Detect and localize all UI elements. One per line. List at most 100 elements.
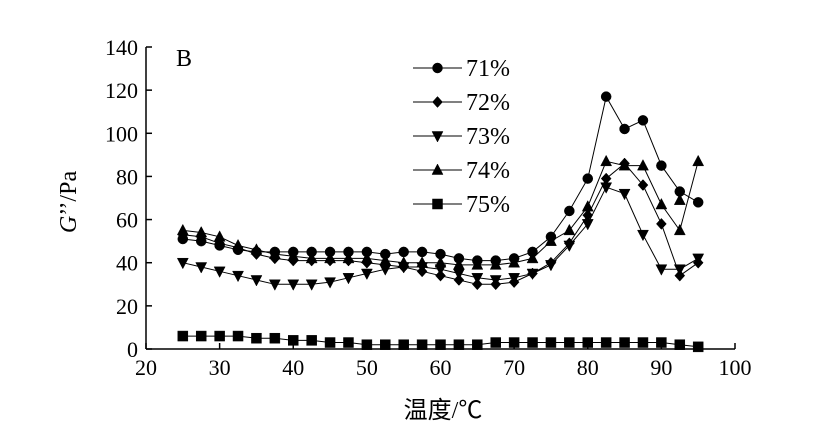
- data-point: [453, 339, 465, 350]
- x-tick-label: 100: [719, 355, 752, 380]
- y-tick-label: 100: [105, 121, 138, 146]
- legend-item: 74%: [413, 158, 510, 184]
- data-point: [581, 200, 594, 212]
- data-point: [564, 205, 575, 217]
- legend-label: 73%: [466, 124, 510, 150]
- data-point: [545, 234, 557, 246]
- data-point: [563, 223, 576, 236]
- data-point: [600, 337, 612, 348]
- legend-marker: [432, 198, 443, 210]
- series-line: [182, 95, 699, 262]
- series-1: [177, 91, 704, 266]
- legend-label: 71%: [466, 56, 510, 82]
- data-point: [360, 251, 373, 264]
- legend-item: 73%: [413, 124, 510, 150]
- data-point: [471, 258, 484, 270]
- legend-marker: [432, 96, 443, 108]
- data-point: [489, 275, 502, 287]
- data-point: [582, 173, 593, 184]
- data-point: [526, 268, 539, 281]
- data-point: [305, 251, 318, 264]
- data-point: [692, 253, 705, 265]
- data-point: [581, 219, 594, 231]
- data-point: [343, 337, 354, 348]
- data-point: [673, 264, 686, 276]
- data-point: [489, 258, 502, 270]
- x-axis-title: 温度/℃: [404, 397, 483, 424]
- data-point: [600, 91, 612, 102]
- data-point: [306, 335, 317, 346]
- y-tick-label: 20: [116, 294, 138, 319]
- data-point: [452, 258, 465, 270]
- data-point: [379, 254, 392, 266]
- data-point: [398, 246, 409, 258]
- data-point: [269, 332, 281, 344]
- data-point: [673, 223, 686, 236]
- data-point: [287, 279, 300, 291]
- data-point: [324, 251, 336, 264]
- data-point: [288, 335, 299, 346]
- data-point: [324, 277, 336, 289]
- data-point: [637, 115, 649, 126]
- data-point: [674, 339, 686, 350]
- x-tick-label: 40: [282, 355, 304, 380]
- data-point: [434, 256, 447, 268]
- data-point: [250, 243, 263, 255]
- legend-marker: [431, 131, 444, 143]
- data-point: [545, 260, 557, 272]
- data-point: [195, 262, 208, 274]
- data-point: [176, 223, 189, 236]
- x-tick-label: 80: [577, 355, 599, 380]
- data-point: [692, 341, 704, 353]
- data-point: [268, 279, 281, 291]
- data-point: [582, 337, 593, 348]
- data-point: [213, 230, 226, 242]
- data-point: [637, 337, 649, 348]
- data-point: [656, 218, 667, 230]
- data-point: [380, 339, 391, 350]
- x-tick-label: 50: [356, 355, 378, 380]
- data-point: [416, 256, 429, 268]
- data-point: [600, 154, 613, 167]
- legend-label: 72%: [466, 90, 510, 116]
- data-point: [637, 229, 649, 242]
- data-point: [490, 337, 501, 348]
- data-point: [656, 337, 667, 348]
- legend-label: 75%: [466, 192, 510, 218]
- data-point: [563, 240, 576, 252]
- data-point: [232, 238, 244, 251]
- y-tick-label: 120: [105, 78, 138, 103]
- data-point: [416, 339, 428, 350]
- data-point: [360, 268, 373, 281]
- data-point: [176, 257, 189, 270]
- x-tick-label: 30: [209, 355, 231, 380]
- data-point: [232, 270, 244, 283]
- data-point: [324, 337, 336, 348]
- panel-label: B: [176, 46, 192, 72]
- data-point: [213, 266, 226, 278]
- data-point: [619, 123, 630, 135]
- y-tick-label: 80: [116, 164, 138, 189]
- data-point: [508, 273, 521, 285]
- x-tick-label: 90: [650, 355, 672, 380]
- data-point: [435, 339, 446, 350]
- data-point: [268, 247, 281, 259]
- data-point: [195, 225, 208, 238]
- data-point: [600, 182, 613, 194]
- data-point: [564, 337, 575, 348]
- data-point: [692, 154, 705, 167]
- y-tick-label: 40: [116, 251, 138, 276]
- data-point: [508, 337, 520, 348]
- data-point: [416, 246, 428, 258]
- data-point: [637, 179, 649, 191]
- data-point: [471, 273, 484, 285]
- y-axis-title: G’’/Pa: [56, 171, 82, 234]
- y-tick-label: 60: [116, 208, 138, 233]
- data-point: [692, 197, 704, 208]
- data-point: [305, 279, 318, 291]
- y-axis-title-rest: ’’/Pa: [56, 171, 82, 216]
- data-point: [232, 330, 244, 342]
- data-point: [195, 330, 207, 342]
